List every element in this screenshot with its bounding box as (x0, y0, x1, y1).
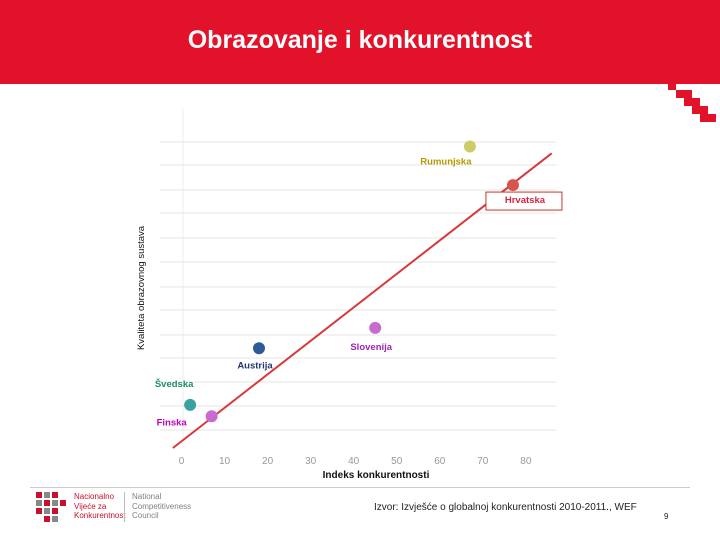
logo-separator (124, 492, 125, 522)
x-tick-label-0: 0 (179, 456, 185, 467)
label-box-hrvatska (485, 191, 563, 211)
page-number: 9 (664, 512, 669, 521)
x-tick-label-80: 80 (520, 456, 532, 467)
point-label-austrija: Austrija (237, 360, 273, 371)
x-tick-label-10: 10 (219, 456, 231, 467)
point-rumunjska (463, 140, 476, 153)
x-tick-label-20: 20 (262, 456, 274, 467)
council-logo: Nacionalno Vijeće za Konkurentnost Nationa… (36, 492, 336, 532)
point-austrija (253, 342, 265, 355)
x-tick-label-40: 40 (348, 456, 360, 467)
x-tick-label-50: 50 (391, 456, 403, 467)
y-axis-title: Kvaliteta obrazovnog sustava (136, 225, 147, 350)
scatter-chart: 0 10 20 30 40 50 60 70 80 Indeks konkurentnosti Kv… (136, 108, 563, 481)
point-label-svedska: Švedska (155, 378, 194, 390)
point-label-hrvatska: Hrvatska (505, 195, 546, 206)
x-tick-label-30: 30 (305, 456, 317, 467)
point-hrvatska (506, 179, 519, 192)
logo-text-croatian: Nacionalno Vijeće za Konkurentnost (74, 492, 126, 520)
footer-divider (30, 487, 690, 488)
title-banner (0, 0, 720, 84)
point-label-finska: Finska (157, 417, 188, 428)
x-tick-label-70: 70 (477, 456, 489, 467)
logo-mark (36, 492, 66, 522)
logo-text-english: National Competitiveness Council (132, 492, 192, 520)
point-label-rumunjska: Rumunjska (420, 157, 472, 168)
x-tick-label-60: 60 (434, 456, 446, 467)
source-note: Izvor: Izvješće o globalnoj konkurentnos… (374, 502, 637, 513)
point-label-slovenija: Slovenija (350, 342, 392, 353)
decorative-squares (668, 82, 720, 126)
point-svedska (184, 398, 197, 411)
point-finska (205, 410, 218, 423)
x-axis-title: Indeks konkurentnosti (323, 470, 430, 481)
slide-title: Obrazovanje i konkurentnost (187, 26, 533, 54)
point-slovenija (369, 321, 382, 334)
